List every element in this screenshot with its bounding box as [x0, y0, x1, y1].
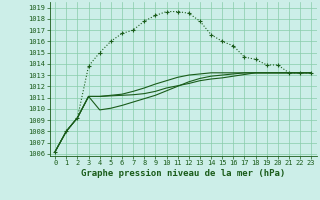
X-axis label: Graphe pression niveau de la mer (hPa): Graphe pression niveau de la mer (hPa) — [81, 169, 285, 178]
